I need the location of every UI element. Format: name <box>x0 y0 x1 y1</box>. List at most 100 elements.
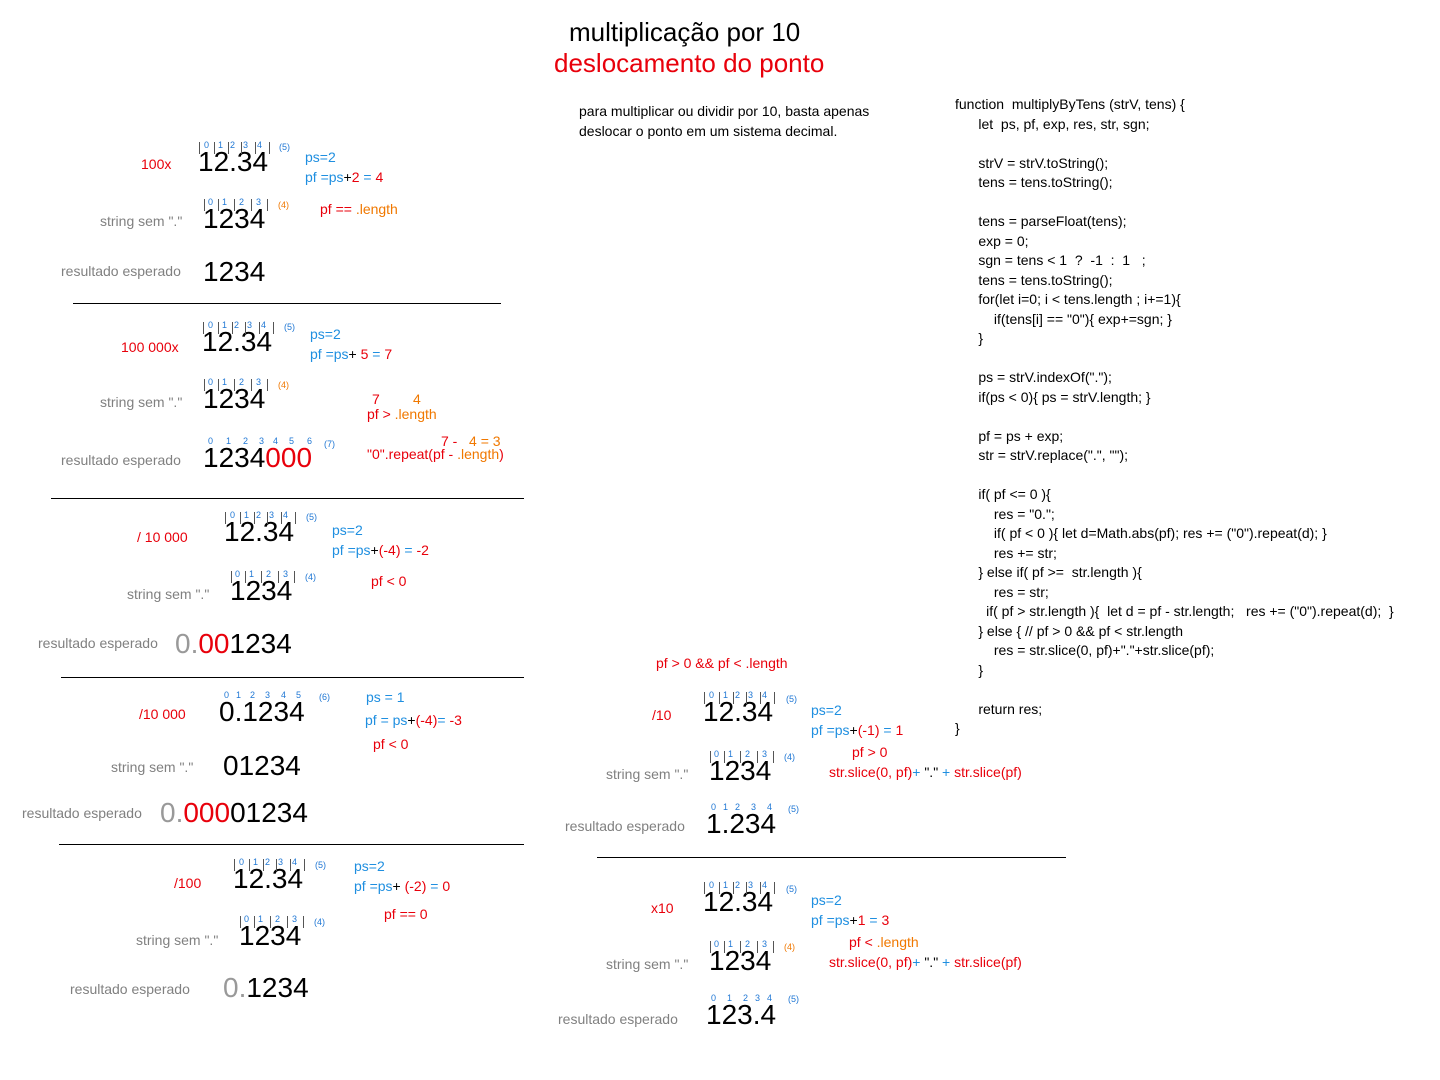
index-label: 2 <box>745 939 751 949</box>
code-line: if( pf > str.length ){ let d = pf - str.… <box>955 603 1394 619</box>
digit-separator <box>218 199 219 211</box>
slice-left: str.slice(0, pf) <box>829 764 913 780</box>
index-label: 1 <box>218 140 224 150</box>
code-line: res = str; <box>955 583 1049 600</box>
digit-separator <box>263 859 264 871</box>
s4-count: (6) <box>319 692 330 702</box>
repeat-close: ) <box>499 446 504 462</box>
s1-string-count: (4) <box>278 200 289 210</box>
cond-text: pf < <box>849 934 877 950</box>
index-label: 2 <box>234 320 240 330</box>
index-label: 1 <box>244 510 250 520</box>
exp: (-2) <box>404 878 427 894</box>
s4-string-digits: 01234 <box>223 750 301 781</box>
s2-repeat: "0".repeat(pf - .length) <box>367 446 504 462</box>
index-label: 3 <box>256 377 262 387</box>
index-label: 2 <box>230 140 236 150</box>
code-line: tens = tens.toString(); <box>955 174 1113 190</box>
digit-separator <box>773 751 774 763</box>
s6-condition: pf > 0 <box>852 744 888 760</box>
digit-separator <box>278 571 279 583</box>
digit-separator <box>251 379 252 391</box>
s5-pf-formula: pf =ps+ (-2) = 0 <box>354 878 450 894</box>
index-label: 4 <box>281 690 287 700</box>
digit-separator <box>245 571 246 583</box>
index-label: 2 <box>275 914 281 924</box>
digit-separator <box>740 941 741 953</box>
index-label: 4 <box>292 857 298 867</box>
s1-result: 1234 <box>203 256 266 287</box>
index-label: 2 <box>239 377 245 387</box>
digit-separator <box>760 692 761 704</box>
index-label: 0 <box>709 690 715 700</box>
index-label: 0 <box>208 377 214 387</box>
s2-result-count: (7) <box>324 439 335 449</box>
digit-separator <box>261 571 262 583</box>
result-zeros: 000 <box>265 442 313 473</box>
s7-string-label: string sem "." <box>606 956 689 972</box>
index-label: 3 <box>762 749 768 759</box>
digit-separator <box>760 882 761 894</box>
s2-count: (5) <box>284 322 295 332</box>
digit-separator <box>304 859 305 871</box>
s2-result-label: resultado esperado <box>61 452 181 468</box>
s3-result: 0.001234 <box>175 628 292 660</box>
plus: + <box>912 954 925 970</box>
digit-separator <box>733 692 734 704</box>
index-label: 1 <box>222 197 228 207</box>
index-label: 0 <box>224 690 230 700</box>
digit-separator <box>203 322 204 334</box>
s3-string-count: (4) <box>305 572 316 582</box>
digit-separator <box>294 571 295 583</box>
s5-result: 0.1234 <box>223 972 309 1004</box>
plus: + <box>348 346 361 362</box>
equals: = <box>437 712 450 728</box>
digit-separator <box>245 322 246 334</box>
plus: + <box>370 542 379 558</box>
pf-base: pf =ps <box>305 169 344 185</box>
digit-separator <box>704 882 705 894</box>
digit-separator <box>232 322 233 334</box>
result: 7 <box>384 346 393 362</box>
eq-right: 4 = 3 <box>469 433 501 449</box>
s7-string-count: (4) <box>784 942 795 952</box>
index-label: 4 <box>261 320 267 330</box>
s4-pf-formula: pf = ps+(-4)= -3 <box>365 712 462 728</box>
code-line: tens = tens.toString(); <box>955 271 1113 288</box>
digit-separator <box>273 322 274 334</box>
s6-result-count: (5) <box>788 804 799 814</box>
repeat-text: "0".repeat(pf - <box>367 446 458 462</box>
result-zeros: 000 <box>183 797 231 828</box>
digit-separator <box>295 512 296 524</box>
digit-separator <box>254 916 255 928</box>
cond-length: .length <box>394 406 437 422</box>
digit-separator <box>710 941 711 953</box>
index-label: 0 <box>711 802 717 812</box>
eq-left: 7 - <box>441 433 458 449</box>
s6-count: (5) <box>786 694 797 704</box>
page-subtitle: deslocamento do ponto <box>554 48 825 78</box>
code-line: } <box>955 330 984 346</box>
digit-separator <box>270 916 271 928</box>
code-line: if(ps < 0){ ps = strV.length; } <box>955 388 1151 405</box>
digit-separator <box>290 859 291 871</box>
index-label: 3 <box>256 197 262 207</box>
divider <box>597 857 1066 858</box>
s5-label: /100 <box>174 875 202 891</box>
s3-string-label: string sem "." <box>127 586 210 602</box>
s7-pf-formula: pf =ps+1 = 3 <box>811 912 889 928</box>
digit-separator <box>240 512 241 524</box>
s2-label: 100 000x <box>121 339 179 355</box>
code-line <box>955 407 1394 427</box>
code-line: } else { // pf > 0 && pf < str.length <box>955 622 1184 639</box>
plus: + <box>938 954 955 970</box>
code-line: exp = 0; <box>955 232 1029 249</box>
index-label: 1 <box>728 749 734 759</box>
s7-count: (5) <box>786 884 797 894</box>
s2-ps: ps=2 <box>310 326 341 342</box>
digit-separator <box>225 512 226 524</box>
index-label: 2 <box>735 690 741 700</box>
s5-ps: ps=2 <box>354 858 385 874</box>
plus: + <box>392 878 405 894</box>
number-with-dot: 0.1234 <box>219 696 305 727</box>
